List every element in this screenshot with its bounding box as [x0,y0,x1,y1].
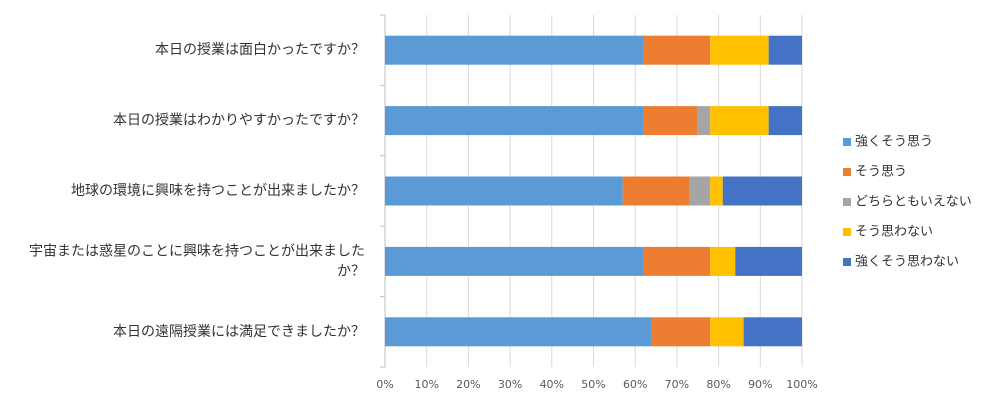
bar-segment [710,35,769,65]
legend-label: 強くそう思う [855,135,933,150]
legend-label: そう思う [855,165,907,180]
bar-segment [689,176,711,206]
x-tick-label: 70% [665,378,689,391]
x-tick-label: 50% [581,378,605,391]
bar-segment [768,106,802,136]
legend-label: どちらともいえない [855,195,972,210]
category-label-line: 本日の授業は面白かったですか？ [155,42,365,58]
x-tick-labels: 0% 10% 20% 30% 40% 50% 60% 70% 80% 90% 100% [376,378,817,391]
bar-segment [385,246,644,276]
category-labels: 本日の授業は面白かったですか？ 本日の授業はわかりやすかったですか？ 地球の環境に興… [29,42,365,340]
bar-segment [710,246,736,276]
bar-segment [622,176,690,206]
legend-label: 強くそう思わない [855,255,959,270]
x-tick-label: 60% [623,378,647,391]
bar-segment [643,106,698,136]
category-label: 宇宙または惑星のことに興味を持つことが出来ましたか？ [29,243,365,279]
legend-swatch [843,168,851,176]
category-label: 本日の授業はわかりやすかったですか？ [113,113,365,129]
bar-segment [735,246,802,276]
x-tick-label: 20% [456,378,480,391]
bar-segment [385,317,652,347]
bar-segment [385,106,644,136]
category-label-line: 地球の環境に興味を持つことが出来ましたか？ [71,183,365,199]
legend-swatch [843,258,851,266]
bar-segment [643,35,711,65]
legend-label: そう思わない [855,225,933,240]
bar-segment [697,106,711,136]
legend-swatch [843,138,851,146]
bar-segment [385,176,623,206]
x-tick-label: 100% [786,378,817,391]
x-tick-label: 80% [706,378,730,391]
category-label-line: 本日の遠隔授業には満足できましたか？ [113,324,365,340]
x-tick-label: 30% [498,378,522,391]
bar-segments [385,35,802,347]
bar-segment [768,35,802,65]
category-label: 本日の授業は面白かったですか？ [155,42,365,58]
legend-swatch [843,198,851,206]
x-tick-label: 0% [376,378,393,391]
category-label-line: か？ [337,263,365,279]
x-tick-label: 10% [414,378,438,391]
bar-segment [743,317,802,347]
category-label-line: 宇宙または惑星のことに興味を持つことが出来ました [29,243,365,259]
category-label: 本日の遠隔授業には満足できましたか？ [113,324,365,340]
bar-segment [710,176,723,206]
category-axis [380,14,386,368]
bar-segment [710,106,769,136]
bar-segment [385,35,644,65]
bar-segment [710,317,744,347]
x-tick-label: 90% [748,378,772,391]
category-label: 地球の環境に興味を持つことが出来ましたか？ [71,183,365,199]
x-tick-label: 40% [540,378,564,391]
bar-segment [722,176,802,206]
legend-swatch [843,228,851,236]
bar-segment [643,246,711,276]
category-label-line: 本日の授業はわかりやすかったですか？ [113,113,365,129]
bar-segment [651,317,711,347]
